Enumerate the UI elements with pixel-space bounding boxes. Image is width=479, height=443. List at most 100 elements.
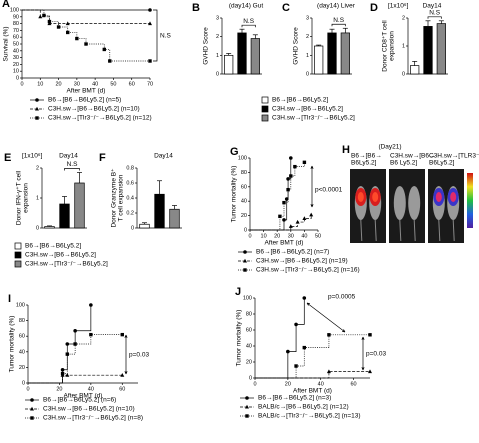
marker bbox=[243, 250, 247, 254]
bar bbox=[314, 45, 324, 75]
y-tick-label: 50 bbox=[13, 41, 19, 47]
signal-core bbox=[372, 192, 379, 202]
significance-arrow bbox=[124, 334, 128, 375]
panel-letter: B bbox=[192, 2, 200, 14]
legend-swatch bbox=[14, 260, 22, 268]
marker bbox=[302, 160, 307, 165]
marker bbox=[35, 116, 39, 120]
annotation: N.S bbox=[67, 161, 79, 168]
marker bbox=[35, 106, 39, 111]
bar bbox=[74, 182, 85, 229]
marker bbox=[30, 406, 34, 411]
legend-swatch bbox=[261, 96, 269, 104]
y-axis-label: T cell expansion bbox=[118, 174, 125, 221]
step-line bbox=[22, 9, 150, 62]
marker bbox=[66, 30, 70, 35]
y-tick-label: 20 bbox=[241, 213, 247, 219]
y-tick-label: 2 bbox=[36, 165, 39, 171]
chart-title: Day14 bbox=[59, 153, 78, 160]
image-label: B6 Ly5.2] bbox=[390, 160, 417, 167]
marker bbox=[243, 268, 247, 272]
legend-label: C3H.sw→[B6→B6Ly5.2] (n=10) bbox=[48, 106, 140, 113]
legend-label: B6→[B6→B6Ly5.2] bbox=[25, 243, 81, 250]
marker bbox=[245, 404, 249, 409]
marker bbox=[30, 416, 34, 420]
marker bbox=[30, 398, 34, 402]
legend-label: C3H.sw→[B6→B6Ly5.2] (n=10) bbox=[43, 406, 135, 413]
y-tick-label: 0 bbox=[249, 375, 252, 381]
bar bbox=[423, 26, 433, 75]
panel-letter: E bbox=[4, 152, 11, 164]
y-tick-label: 1 bbox=[402, 43, 405, 49]
x-tick-label: 70 bbox=[147, 81, 153, 87]
y-tick-label: 2 bbox=[306, 34, 309, 40]
y-tick-label: 40 bbox=[19, 349, 25, 355]
panel-letter: C bbox=[282, 2, 290, 14]
legend-label: BALB/c→[B6→B6Ly5.2] (n=12) bbox=[258, 404, 349, 411]
y-tick-label: 0 bbox=[36, 225, 39, 231]
bar bbox=[250, 38, 260, 75]
annotation: N.S bbox=[243, 18, 255, 25]
mouse-tail bbox=[360, 219, 363, 242]
bar bbox=[237, 32, 247, 75]
panel-letter: D bbox=[370, 2, 378, 14]
y-tick-label: 40 bbox=[246, 343, 252, 349]
y-tick-label: 90 bbox=[13, 14, 19, 20]
image-label: C3H.sw→[TLR3⁻/⁻→ bbox=[429, 153, 479, 160]
legend-label: C3H.sw→[Tlr3⁻/⁻→B6Ly5.2] (n=12) bbox=[48, 115, 152, 122]
x-tick-label: 60 bbox=[129, 81, 135, 87]
y-tick-label: 0.4 bbox=[126, 195, 134, 201]
y-axis-label: GVHD Score bbox=[293, 27, 300, 65]
significance-bracket bbox=[427, 16, 442, 19]
y-axis-label: GVHD Score bbox=[203, 27, 210, 65]
panel-letter: I bbox=[8, 293, 11, 305]
marker bbox=[108, 59, 112, 63]
legend-swatch bbox=[261, 105, 269, 113]
x-tick-label: 60 bbox=[351, 381, 357, 387]
marker bbox=[102, 47, 106, 52]
signal-core bbox=[450, 192, 457, 202]
legend-label: BALB/c→[Tlr3⁻/⁻→B6Ly5.2] (n=13) bbox=[258, 413, 361, 420]
legend-swatch bbox=[14, 251, 22, 259]
y-tick-label: 0.6 bbox=[126, 180, 134, 186]
unit-label: [1x10⁶] bbox=[22, 153, 43, 160]
bar bbox=[59, 203, 70, 229]
marker bbox=[293, 164, 297, 169]
y-axis-label: Donor CD8⁺T cell bbox=[382, 20, 389, 72]
y-tick-label: 20 bbox=[13, 62, 19, 68]
marker bbox=[42, 13, 46, 18]
bar bbox=[169, 208, 180, 229]
bar bbox=[139, 223, 150, 229]
marker bbox=[286, 177, 290, 181]
legend-swatch bbox=[261, 114, 269, 122]
y-tick-label: 1 bbox=[36, 195, 39, 201]
x-tick-label: 40 bbox=[92, 81, 98, 87]
bar bbox=[327, 32, 337, 75]
bar bbox=[154, 193, 165, 229]
marker bbox=[294, 322, 298, 327]
step-line bbox=[255, 371, 370, 379]
marker bbox=[289, 174, 293, 178]
marker bbox=[326, 369, 331, 374]
x-tick-label: 10 bbox=[261, 233, 267, 239]
y-tick-label: 60 bbox=[13, 35, 19, 41]
x-tick-label: 50 bbox=[110, 81, 116, 87]
panel-letter: G bbox=[230, 146, 239, 158]
step-line bbox=[250, 162, 305, 231]
y-tick-label: 100 bbox=[16, 302, 25, 308]
color-scale bbox=[467, 173, 473, 228]
mouse-tail bbox=[374, 219, 377, 242]
significance-bracket bbox=[64, 168, 80, 171]
x-tick-label: 30 bbox=[288, 233, 294, 239]
x-tick-label: 0 bbox=[26, 386, 29, 392]
x-axis-label: After BMT (d) bbox=[293, 388, 332, 395]
legend-label: C3H.sw→[Tlr3⁻/⁻→B6Ly5.2] (n=16) bbox=[256, 267, 360, 274]
marker bbox=[120, 332, 124, 337]
bar bbox=[410, 65, 420, 75]
y-tick-label: 60 bbox=[19, 334, 25, 340]
marker bbox=[65, 373, 70, 377]
mouse-tail bbox=[452, 219, 455, 242]
step-line bbox=[28, 374, 123, 384]
marker bbox=[65, 342, 70, 346]
x-tick-label: 0 bbox=[248, 233, 251, 239]
